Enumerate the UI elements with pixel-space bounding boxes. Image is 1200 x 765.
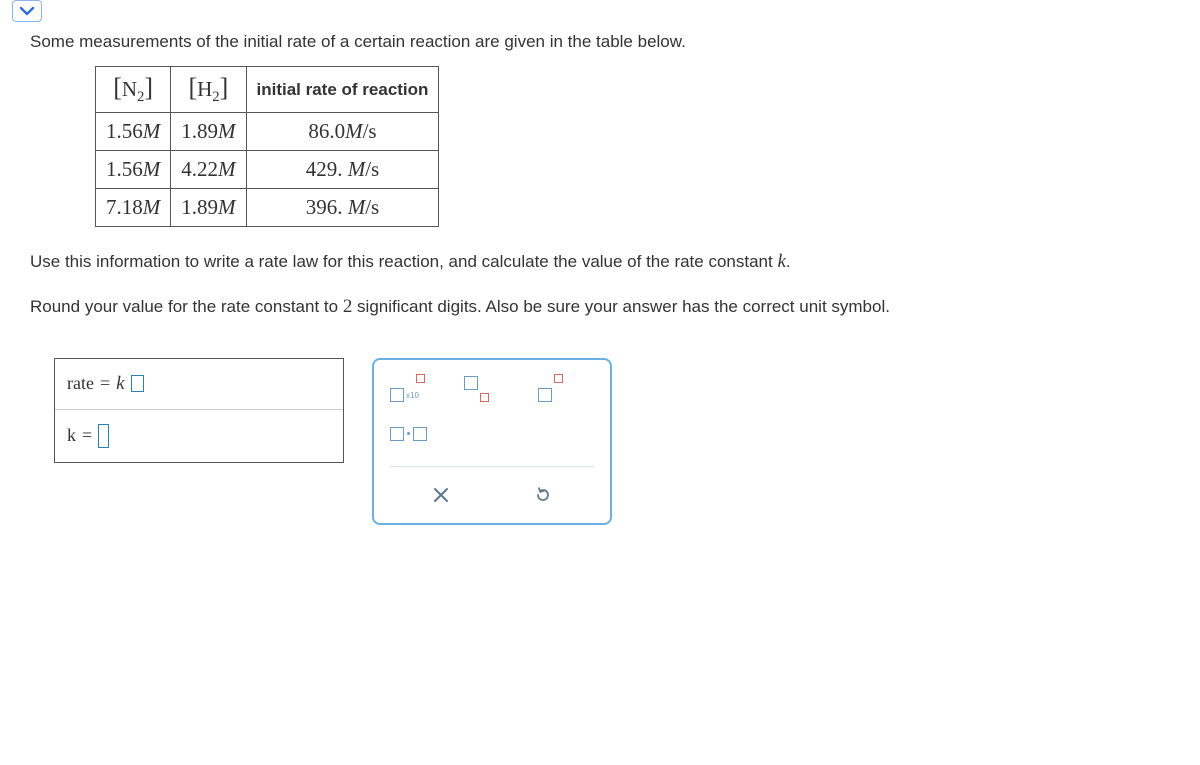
rate-label: rate <box>67 373 94 394</box>
palette-multiply[interactable] <box>390 420 427 448</box>
symbol-palette: x10 <box>372 358 612 525</box>
clear-button[interactable] <box>417 479 465 511</box>
undo-icon <box>534 486 552 504</box>
palette-superscript[interactable] <box>538 374 574 402</box>
intro-text: Some measurements of the initial rate of… <box>30 32 1170 52</box>
instruction-1: Use this information to write a rate law… <box>30 247 1170 277</box>
chevron-down-icon <box>19 6 35 16</box>
header-n2: [N2] <box>96 67 171 113</box>
rate-law-placeholder[interactable] <box>131 375 144 392</box>
k-symbol: k <box>116 373 124 395</box>
rate-data-table: [N2] [H2] initial rate of reaction 1.56M… <box>95 66 439 227</box>
table-row: 1.56M 1.89M 86.0M/s <box>96 113 439 151</box>
table-row: 1.56M 4.22M 429. M/s <box>96 151 439 189</box>
collapse-toggle[interactable] <box>12 0 42 22</box>
table-row: 7.18M 1.89M 396. M/s <box>96 189 439 227</box>
equals-sign: = <box>100 373 110 394</box>
k-value-input-row[interactable]: k = <box>55 409 343 462</box>
reset-button[interactable] <box>519 479 567 511</box>
palette-scientific-notation[interactable]: x10 <box>390 374 426 402</box>
k-value-placeholder[interactable] <box>98 424 109 448</box>
palette-subscript[interactable] <box>464 374 500 402</box>
header-h2: [H2] <box>171 67 246 113</box>
close-icon <box>433 487 449 503</box>
header-rate: initial rate of reaction <box>246 67 439 113</box>
equals-sign: = <box>82 425 92 446</box>
instruction-2: Round your value for the rate constant t… <box>30 292 1170 322</box>
k-label: k <box>67 425 76 446</box>
rate-law-input-row[interactable]: rate = k <box>55 359 343 409</box>
answer-box: rate = k k = <box>54 358 344 463</box>
